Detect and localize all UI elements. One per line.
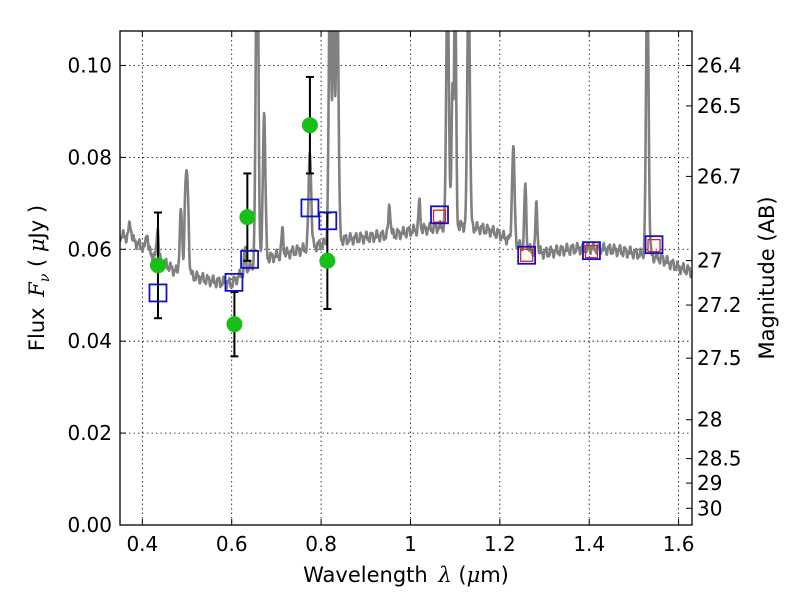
model-photometry-point (224, 272, 244, 292)
plot-frame (119, 30, 693, 526)
model-photometry-point (300, 198, 320, 218)
x-tick-label: 1.2 (484, 532, 516, 556)
axis-ticks: 0.4 0.6 0.8 1 1.2 1.4 1.6 0.00 0.02 0.04 0.06 0.08 0… (67, 31, 742, 556)
x-tick-label: 0.6 (216, 532, 248, 556)
mag-tick-label: 29 (697, 471, 722, 495)
mag-tick-label: 26.4 (697, 53, 742, 77)
x-tick-label: 1 (404, 532, 417, 556)
spectrum-line (120, 31, 692, 291)
observed-point (301, 117, 318, 134)
x-tick-label: 0.4 (126, 532, 158, 556)
x-axis-label: Wavelength λ (μm) (303, 563, 509, 587)
model-photometry-point (517, 245, 537, 265)
mag-tick-label: 28.5 (697, 447, 742, 471)
y-tick-label: 0.00 (67, 513, 112, 537)
plot-area (120, 31, 692, 358)
nir-photometry-point (520, 248, 534, 262)
mag-tick-label: 27.5 (697, 346, 742, 370)
nir-photometry-point (647, 238, 661, 253)
x-tick-label: 1.4 (573, 532, 605, 556)
mag-tick-label: 28 (697, 408, 722, 432)
x-tick-label: 0.8 (305, 532, 337, 556)
observed-point (239, 209, 256, 226)
nir-photometry-point (432, 209, 447, 223)
y-tick-label: 0.10 (67, 53, 112, 77)
model-photometry-point (430, 205, 449, 225)
mag-tick-label: 27 (697, 249, 722, 273)
mag-tick-label: 30 (697, 496, 722, 520)
model-photometry-point (240, 249, 259, 269)
y-tick-label: 0.02 (67, 421, 112, 445)
mag-tick-label: 27.2 (697, 293, 742, 317)
y-axis-label: Flux Fν ( μJy ) (25, 205, 53, 351)
x-tick-label: 1.6 (663, 532, 695, 556)
model-photometry-point (148, 283, 168, 303)
mag-tick-label: 26.7 (697, 164, 742, 188)
observed-point (319, 252, 336, 269)
observed-point (149, 257, 166, 274)
y-tick-label: 0.08 (67, 145, 112, 169)
y-tick-label: 0.06 (67, 237, 112, 261)
magnitude-axis-label: Magnitude (AB) (755, 196, 779, 359)
nir-photometry-point (584, 244, 599, 259)
model-photometry-point (582, 241, 601, 261)
y-tick-label: 0.04 (67, 329, 112, 353)
mag-tick-label: 26.5 (697, 94, 742, 118)
model-photometry-point (644, 235, 664, 255)
model-photometry-point (318, 211, 338, 231)
observed-point (226, 316, 243, 333)
